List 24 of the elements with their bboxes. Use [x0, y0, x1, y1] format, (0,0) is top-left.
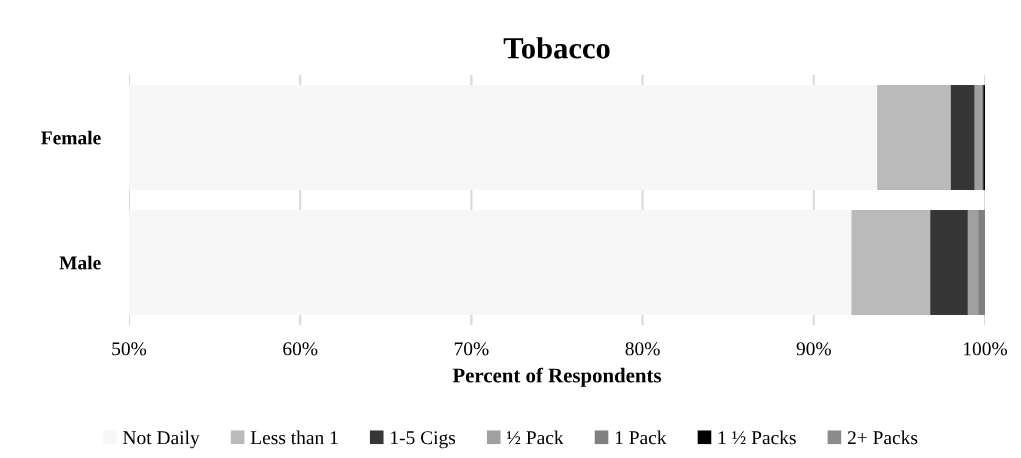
bar: [930, 210, 968, 315]
legend-label: ½ Pack: [507, 430, 564, 445]
bar: [950, 85, 975, 190]
bar: [974, 85, 982, 190]
y-tick-label: Male: [59, 255, 101, 270]
legend-label: Not Daily: [123, 430, 200, 449]
legend-label: 1 ½ Packs: [718, 430, 796, 445]
legend-label: Less than 1: [250, 430, 338, 445]
chart-title: Tobacco: [503, 37, 610, 59]
y-tick-label: Female: [41, 130, 101, 145]
x-tick-label: 100%: [964, 342, 1008, 356]
x-tick-label: 60%: [283, 342, 318, 356]
bar: [877, 85, 951, 190]
bar: [851, 210, 931, 315]
x-tick-label: 70%: [454, 342, 489, 356]
x-tick-label: 80%: [625, 342, 660, 356]
legend-label: 1-5 Cigs: [391, 431, 456, 449]
bar: [967, 210, 979, 315]
legend-label: 2+ Packs: [847, 430, 918, 445]
x-tick-label: 50%: [112, 342, 147, 356]
x-axis-title: Percent of Respondents: [452, 367, 662, 387]
bar: [978, 210, 985, 315]
legend-label: 1 Pack: [615, 430, 667, 445]
x-tick-label: 90%: [796, 342, 831, 356]
